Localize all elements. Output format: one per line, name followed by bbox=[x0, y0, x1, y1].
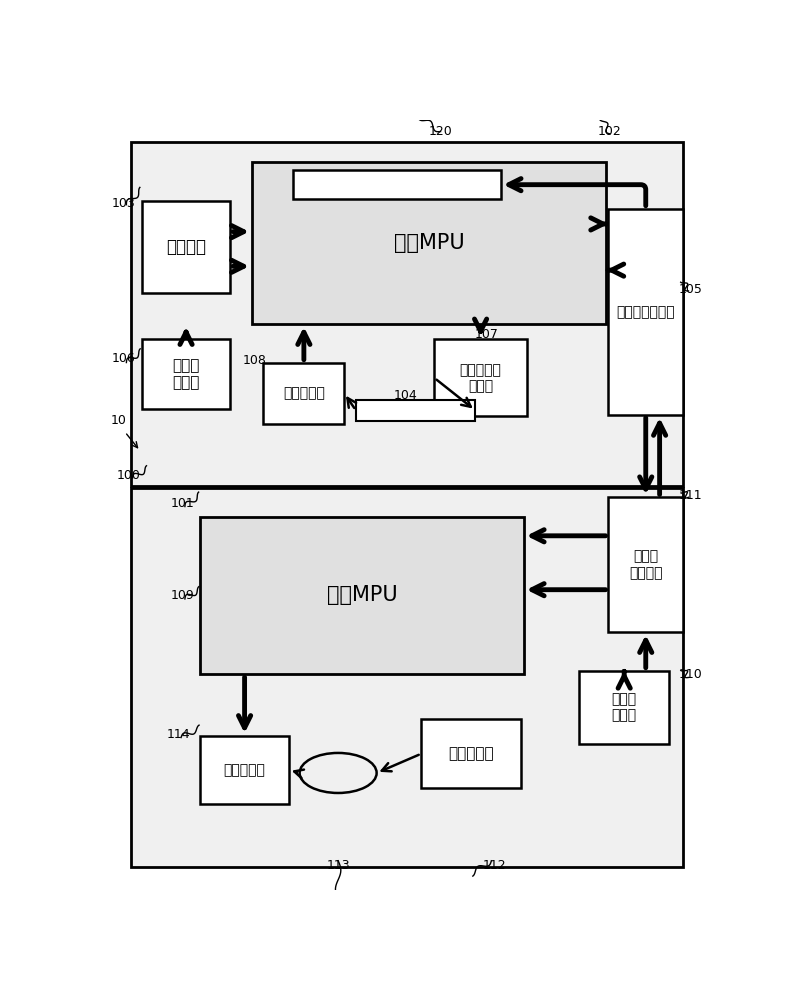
Text: 100: 100 bbox=[117, 469, 140, 482]
Bar bbox=[131, 142, 683, 486]
Bar bbox=[579, 671, 670, 744]
Text: 105: 105 bbox=[679, 283, 703, 296]
Text: 图像传感器
致动器: 图像传感器 致动器 bbox=[460, 363, 501, 393]
Text: 镜头MPU: 镜头MPU bbox=[326, 585, 397, 605]
Text: 113: 113 bbox=[326, 859, 350, 872]
Bar bbox=[200, 517, 523, 674]
Text: 相朿MPU: 相朿MPU bbox=[393, 233, 464, 253]
Bar bbox=[142, 339, 231, 409]
Text: 107: 107 bbox=[475, 328, 499, 341]
Text: 10: 10 bbox=[111, 414, 127, 427]
Text: 106: 106 bbox=[112, 352, 135, 365]
Text: 镜头致动器: 镜头致动器 bbox=[448, 746, 494, 761]
Text: 陷螺仪
传感器: 陷螺仪 传感器 bbox=[172, 358, 200, 390]
Text: 101: 101 bbox=[171, 497, 195, 510]
Text: 位置传感器: 位置传感器 bbox=[283, 386, 325, 400]
Text: 111: 111 bbox=[679, 489, 702, 502]
Bar bbox=[293, 170, 500, 199]
Text: 114: 114 bbox=[167, 728, 191, 741]
Bar bbox=[608, 497, 683, 632]
Bar bbox=[434, 339, 527, 416]
Bar bbox=[252, 162, 606, 324]
Bar bbox=[356, 400, 475, 421]
Bar bbox=[200, 736, 289, 804]
Text: 相朿侧接触端子: 相朿侧接触端子 bbox=[616, 305, 675, 319]
Text: 陷螺仪
传感器: 陷螺仪 传感器 bbox=[611, 692, 637, 722]
Text: 102: 102 bbox=[598, 125, 622, 138]
Text: 位置传感器: 位置传感器 bbox=[223, 763, 266, 777]
Bar bbox=[263, 363, 344, 424]
Text: 109: 109 bbox=[171, 589, 195, 602]
Text: 112: 112 bbox=[483, 859, 506, 872]
Bar bbox=[142, 201, 231, 293]
Text: 操作单元: 操作单元 bbox=[166, 238, 206, 256]
Bar bbox=[131, 488, 683, 867]
Text: 104: 104 bbox=[394, 389, 418, 402]
Text: 103: 103 bbox=[112, 197, 135, 210]
Text: 108: 108 bbox=[243, 354, 267, 367]
Bar bbox=[421, 719, 521, 788]
Text: 120: 120 bbox=[429, 125, 452, 138]
Text: 110: 110 bbox=[679, 668, 703, 681]
Bar bbox=[608, 209, 683, 415]
Text: 镜头侧
接触端子: 镜头侧 接触端子 bbox=[629, 550, 662, 580]
